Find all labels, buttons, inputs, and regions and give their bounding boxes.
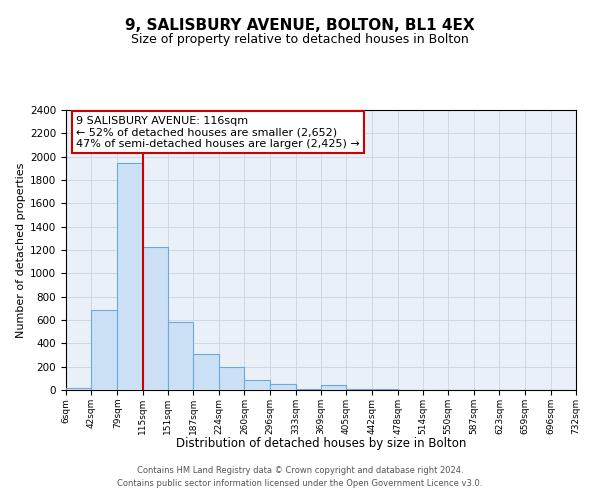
Bar [346, 389, 372, 390]
Bar [321, 386, 346, 390]
Bar [168, 322, 193, 390]
Bar [193, 354, 219, 390]
X-axis label: Distribution of detached houses by size in Bolton: Distribution of detached houses by size … [176, 437, 466, 450]
Bar [270, 384, 296, 390]
Bar [143, 246, 168, 390]
Bar [244, 380, 270, 390]
Text: 9 SALISBURY AVENUE: 116sqm
← 52% of detached houses are smaller (2,652)
47% of s: 9 SALISBURY AVENUE: 116sqm ← 52% of deta… [76, 116, 360, 149]
Text: Contains HM Land Registry data © Crown copyright and database right 2024.
Contai: Contains HM Land Registry data © Crown c… [118, 466, 482, 487]
Y-axis label: Number of detached properties: Number of detached properties [16, 162, 26, 338]
Bar [219, 366, 244, 390]
Bar [66, 388, 91, 390]
Bar [296, 389, 321, 390]
Text: 9, SALISBURY AVENUE, BOLTON, BL1 4EX: 9, SALISBURY AVENUE, BOLTON, BL1 4EX [125, 18, 475, 32]
Bar [91, 310, 117, 390]
Bar [117, 162, 143, 390]
Text: Size of property relative to detached houses in Bolton: Size of property relative to detached ho… [131, 32, 469, 46]
